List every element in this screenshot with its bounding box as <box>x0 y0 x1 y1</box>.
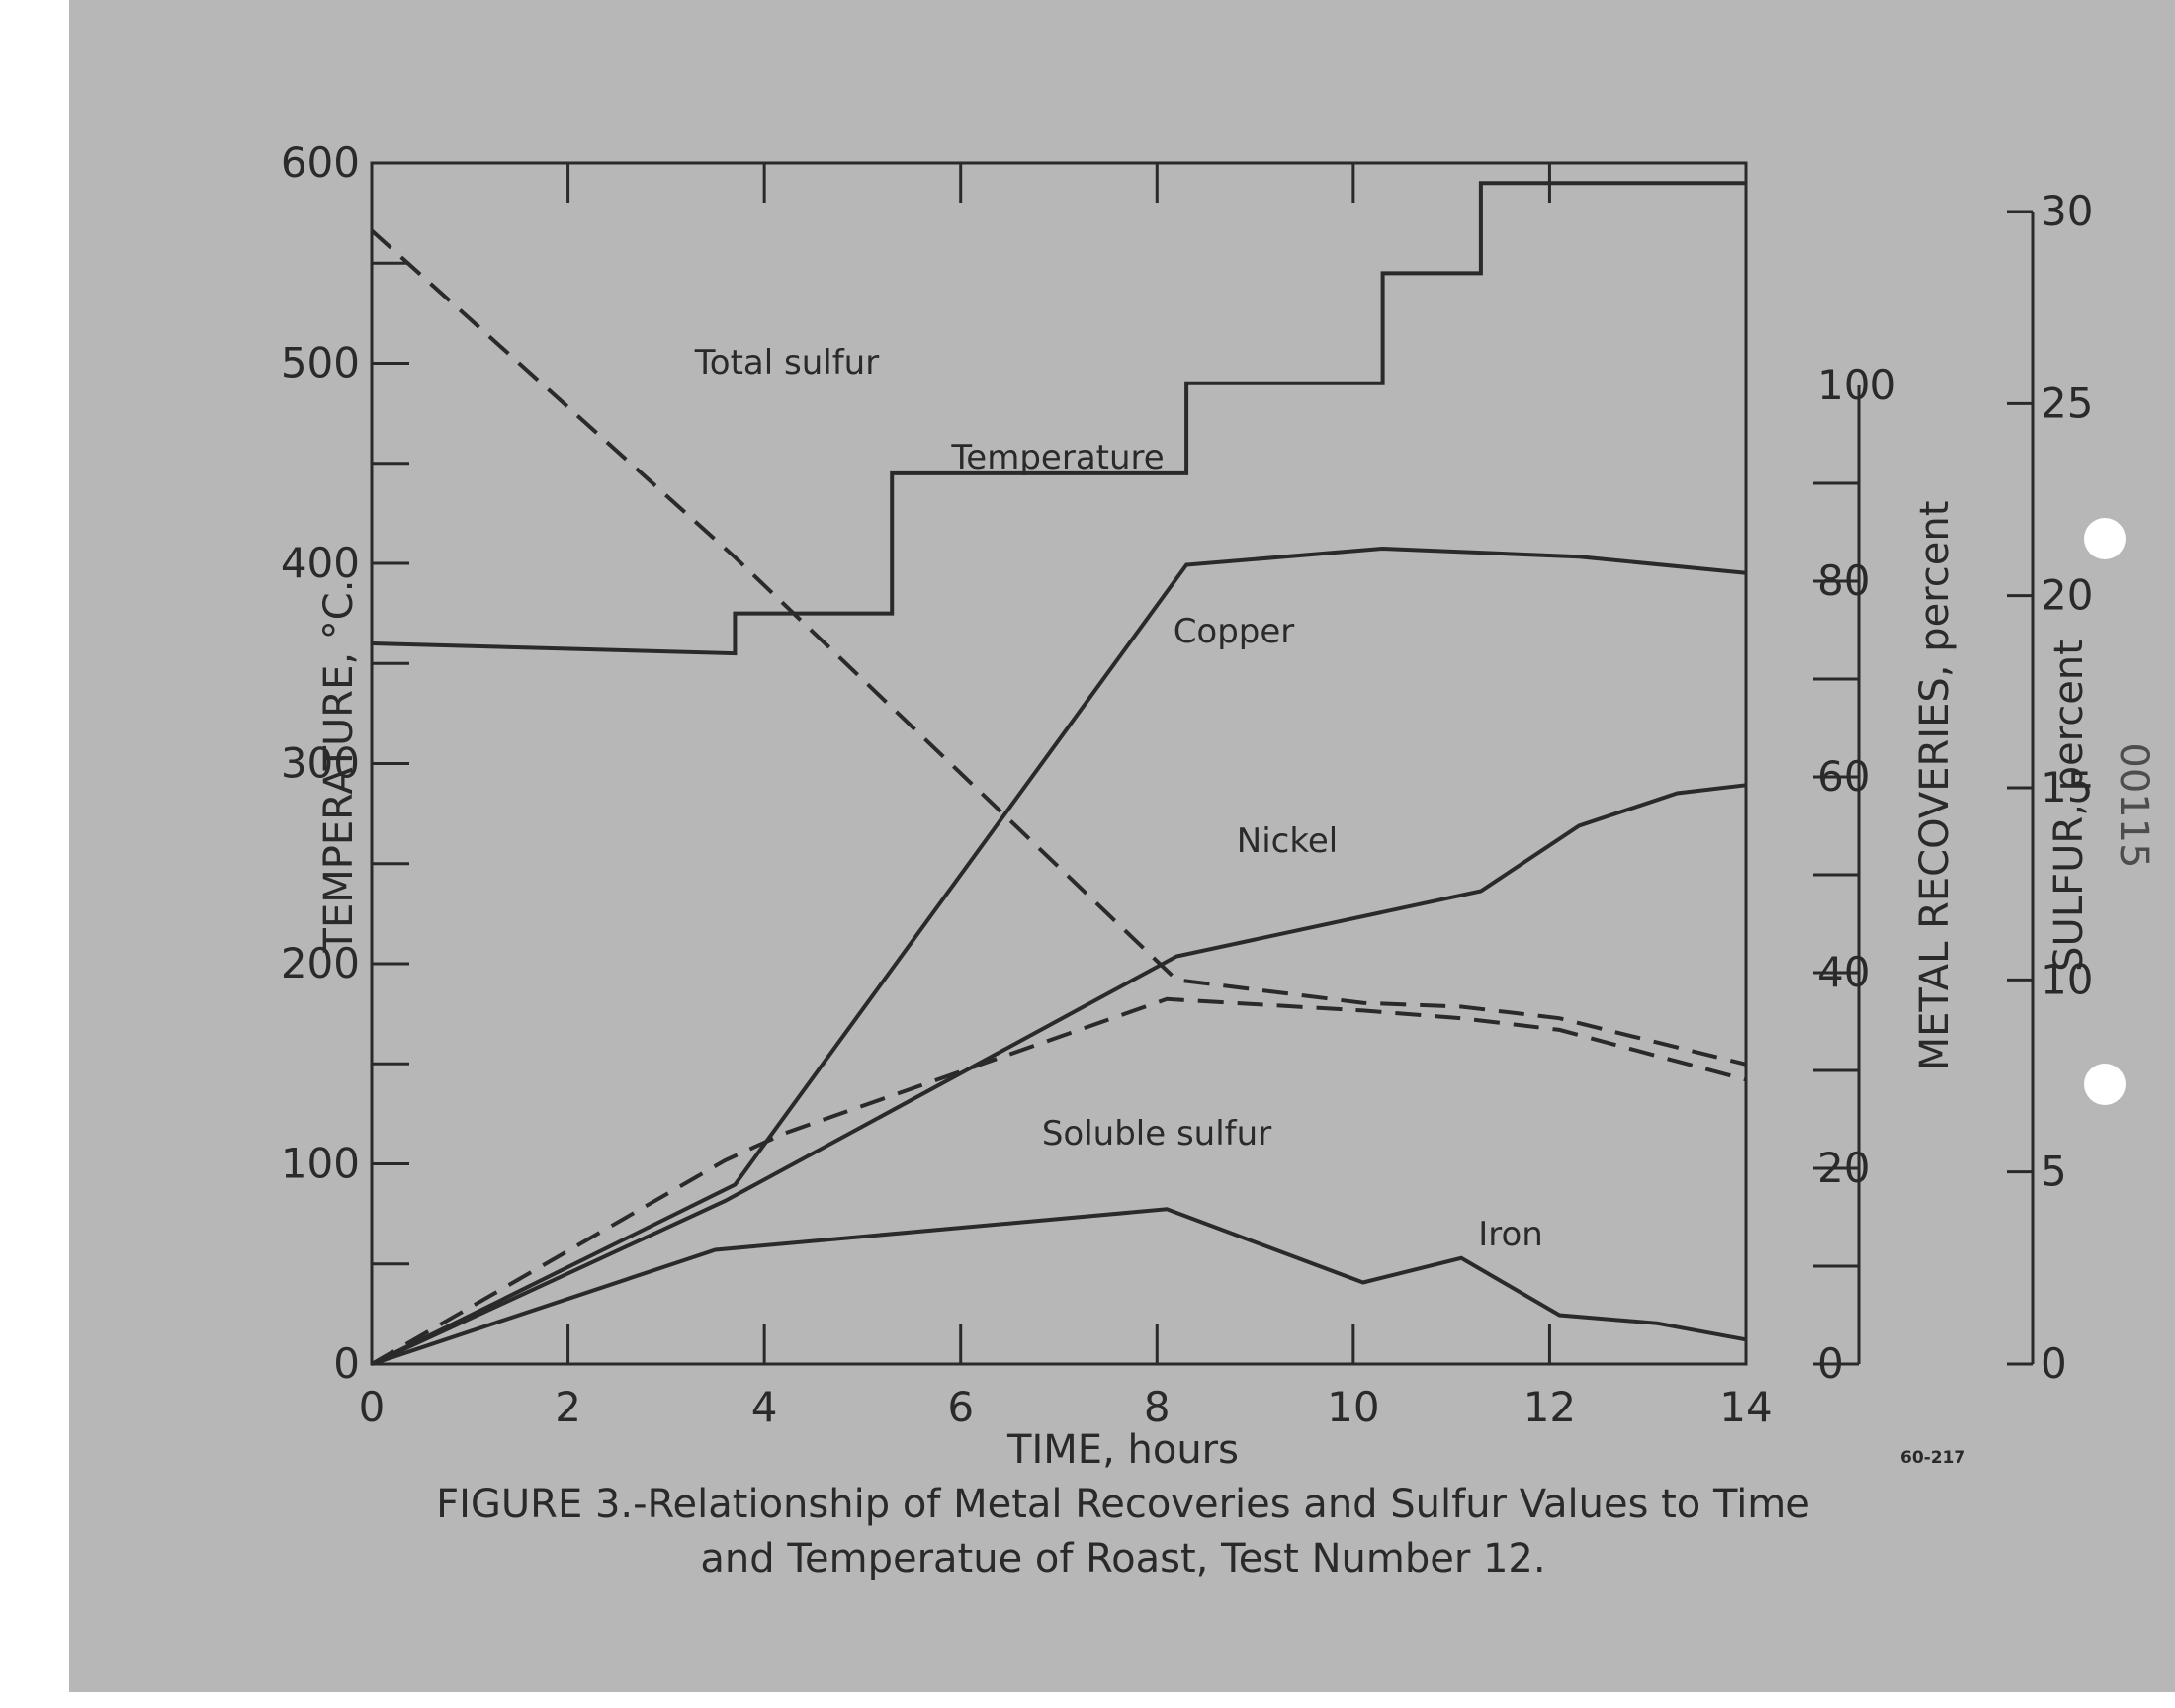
series-label-total-sulfur: Total sulfur <box>694 343 879 383</box>
recovery-tick-label: 100 <box>1817 361 1896 409</box>
sulfur-tick-label: 20 <box>2041 571 2093 620</box>
sulfur-tick-label: 15 <box>2041 763 2093 811</box>
series-label-copper: Copper <box>1174 612 1295 651</box>
series-line-iron <box>371 1207 1747 1366</box>
series-label-nickel: Nickel <box>1237 821 1338 861</box>
sulfur-tick-label: 10 <box>2041 955 2093 1003</box>
sulfur-tick-label: 0 <box>2041 1339 2067 1388</box>
plot-border <box>370 161 1748 1366</box>
y-axis-label-sulfur: SULFUR, percent <box>2046 640 2092 972</box>
figure-code: 60-217 <box>1900 1448 1965 1468</box>
chart-figure: 0 2 4 6 8 10 12 1401002003004005006000204060801… <box>281 138 2156 1581</box>
series-line-total-sulfur <box>370 228 1747 1067</box>
temperature-tick-label: 500 <box>281 339 360 387</box>
chart-labels: 0 2 4 6 8 10 12 1401002003004005006000204060801… <box>281 138 2094 1431</box>
temperature-tick-label: 300 <box>281 739 360 788</box>
x-tick-label: 4 <box>751 1383 778 1431</box>
recovery-tick-label: 0 <box>1817 1339 1844 1388</box>
x-axis-label: TIME, hours <box>1006 1427 1239 1473</box>
recovery-tick-label: 80 <box>1817 556 1870 605</box>
x-tick-label: 8 <box>1144 1383 1171 1431</box>
y-axis-label-metal-recoveries: METAL RECOVERIES, percent <box>1912 501 1958 1071</box>
temperature-tick-label: 200 <box>281 939 360 987</box>
x-tick-label: 12 <box>1523 1383 1576 1431</box>
x-tick-label: 2 <box>555 1383 581 1431</box>
figure-caption-line-1: FIGURE 3.-Relationship of Metal Recoveri… <box>436 1482 1810 1527</box>
x-tick-label: 0 <box>359 1383 386 1431</box>
y-axis-label-temperature: TEMPERATURE, °C. <box>316 580 362 954</box>
scanned-page: 0 2 4 6 8 10 12 14 0 100 200 300 400 500 600 0 20 40 60 80 1… <box>69 0 2175 1692</box>
series-label-soluble-sulfur: Soluble sulfur <box>1042 1114 1271 1153</box>
x-tick-label: 10 <box>1327 1383 1379 1431</box>
plot-frame <box>370 161 2035 1366</box>
series-label-iron: Iron <box>1478 1215 1543 1254</box>
recovery-tick-label: 40 <box>1817 948 1870 996</box>
axis-ticks <box>372 161 2033 1366</box>
binder-hole-bottom <box>2084 1064 2126 1105</box>
series-line-copper <box>371 546 1747 1366</box>
x-tick-label: 6 <box>947 1383 974 1431</box>
sulfur-tick-label: 30 <box>2041 187 2093 235</box>
sulfur-tick-label: 25 <box>2041 379 2093 427</box>
data-series <box>370 181 1747 1366</box>
temperature-tick-label: 100 <box>281 1140 360 1188</box>
recovery-tick-label: 60 <box>1817 752 1870 801</box>
binder-hole-top <box>2084 518 2126 559</box>
temperature-tick-label: 600 <box>281 138 360 187</box>
sulfur-tick-label: 5 <box>2041 1148 2067 1196</box>
series-line-temperature <box>371 181 1746 656</box>
series-line-nickel <box>371 783 1747 1366</box>
figure-caption-line-2: and Temperatue of Roast, Test Number 12. <box>700 1536 1545 1581</box>
series-line-soluble-sulfur <box>371 996 1747 1366</box>
temperature-tick-label: 0 <box>333 1339 360 1388</box>
recovery-tick-label: 20 <box>1817 1144 1870 1192</box>
margin-page-number: 00115 <box>2111 742 2156 868</box>
series-label-temperature: Temperature <box>950 438 1164 477</box>
temperature-tick-label: 400 <box>281 539 360 587</box>
x-tick-label: 14 <box>1719 1383 1772 1431</box>
